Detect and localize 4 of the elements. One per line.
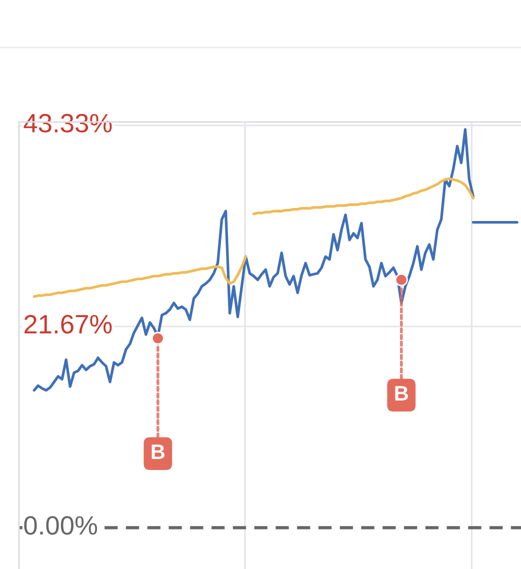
ref-line-label: 0.00%	[24, 516, 98, 535]
annotation: B	[395, 386, 408, 400]
annotation: B	[152, 444, 164, 459]
y-tick-label: 21.67%	[24, 314, 112, 334]
